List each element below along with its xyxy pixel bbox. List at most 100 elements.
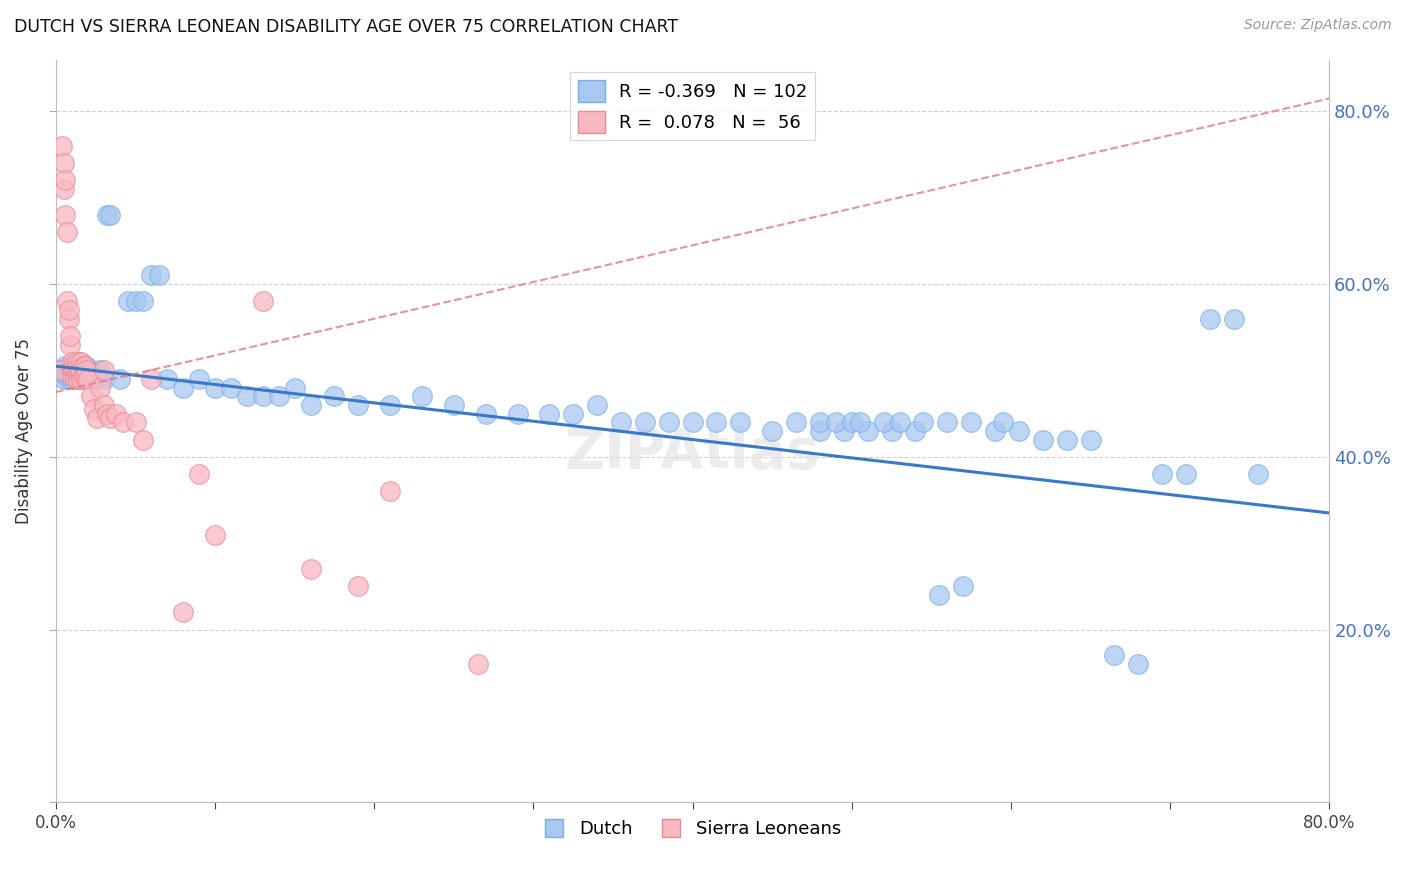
Point — [86, 411, 108, 425]
Point — [65, 368, 87, 382]
Point — [252, 389, 274, 403]
Point — [80, 363, 103, 377]
Point — [52, 363, 75, 377]
Point — [991, 415, 1014, 429]
Point — [219, 381, 242, 395]
Point — [634, 415, 657, 429]
Point — [73, 363, 96, 377]
Point — [60, 372, 83, 386]
Point — [188, 467, 211, 482]
Point — [299, 398, 322, 412]
Point — [59, 329, 82, 343]
Point — [58, 303, 80, 318]
Point — [832, 424, 855, 438]
Point — [75, 372, 97, 386]
Point — [141, 372, 163, 386]
Point — [156, 372, 179, 386]
Point — [730, 415, 752, 429]
Point — [56, 368, 79, 382]
Point — [69, 355, 91, 369]
Point — [1056, 433, 1078, 447]
Point — [58, 311, 80, 326]
Point — [848, 415, 870, 429]
Point — [141, 268, 163, 283]
Point — [73, 372, 96, 386]
Point — [936, 415, 959, 429]
Point — [70, 363, 93, 377]
Point — [60, 368, 83, 382]
Point — [73, 359, 96, 374]
Text: Source: ZipAtlas.com: Source: ZipAtlas.com — [1244, 18, 1392, 32]
Point — [761, 424, 783, 438]
Text: DUTCH VS SIERRA LEONEAN DISABILITY AGE OVER 75 CORRELATION CHART: DUTCH VS SIERRA LEONEAN DISABILITY AGE O… — [14, 18, 678, 36]
Point — [299, 562, 322, 576]
Point — [1032, 433, 1054, 447]
Point — [912, 415, 935, 429]
Point — [60, 359, 83, 374]
Point — [83, 368, 105, 382]
Point — [60, 355, 83, 369]
Point — [73, 368, 96, 382]
Point — [856, 424, 879, 438]
Point — [785, 415, 807, 429]
Point — [108, 372, 131, 386]
Point — [80, 389, 103, 403]
Point — [67, 359, 90, 374]
Point — [1152, 467, 1174, 482]
Point — [98, 411, 121, 425]
Point — [96, 407, 118, 421]
Point — [467, 657, 489, 672]
Point — [93, 372, 115, 386]
Point — [69, 363, 91, 377]
Point — [706, 415, 728, 429]
Y-axis label: Disability Age Over 75: Disability Age Over 75 — [15, 338, 32, 524]
Point — [506, 407, 529, 421]
Point — [62, 359, 84, 374]
Point — [96, 208, 118, 222]
Point — [586, 398, 609, 412]
Point — [98, 208, 121, 222]
Point — [56, 225, 79, 239]
Point — [880, 424, 903, 438]
Point — [872, 415, 894, 429]
Point — [69, 368, 91, 382]
Point — [51, 363, 73, 377]
Point — [55, 368, 77, 382]
Point — [204, 527, 226, 541]
Point — [682, 415, 704, 429]
Point — [658, 415, 681, 429]
Point — [904, 424, 927, 438]
Point — [267, 389, 290, 403]
Point — [380, 484, 402, 499]
Point — [808, 415, 831, 429]
Point — [63, 363, 86, 377]
Point — [58, 363, 80, 377]
Legend: Dutch, Sierra Leoneans: Dutch, Sierra Leoneans — [536, 813, 849, 846]
Point — [63, 372, 86, 386]
Point — [72, 368, 94, 382]
Point — [204, 381, 226, 395]
Point — [610, 415, 633, 429]
Point — [188, 372, 211, 386]
Point — [75, 359, 97, 374]
Point — [124, 294, 146, 309]
Point — [86, 372, 108, 386]
Point — [952, 579, 974, 593]
Point — [65, 359, 87, 374]
Point — [83, 402, 105, 417]
Point — [56, 363, 79, 377]
Point — [474, 407, 496, 421]
Point — [1175, 467, 1198, 482]
Point — [60, 363, 83, 377]
Point — [76, 372, 98, 386]
Point — [69, 363, 91, 377]
Point — [132, 433, 155, 447]
Point — [323, 389, 346, 403]
Point — [960, 415, 983, 429]
Point — [1080, 433, 1102, 447]
Point — [411, 389, 433, 403]
Point — [67, 372, 90, 386]
Point — [148, 268, 170, 283]
Point — [808, 424, 831, 438]
Point — [72, 368, 94, 382]
